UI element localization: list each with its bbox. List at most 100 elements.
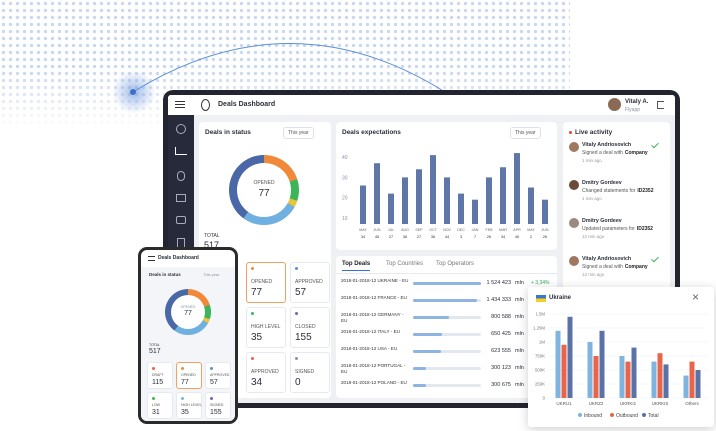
- bar: [360, 185, 366, 224]
- top-bar: Deals Dashboard Vitaly A. Flyapp: [168, 95, 675, 115]
- tile-value: 35: [181, 408, 189, 416]
- x-tick-label: UKRKI1: [620, 401, 637, 406]
- tile-label: DRAFT: [152, 373, 164, 378]
- close-button[interactable]: ×: [692, 290, 700, 304]
- deal-unit: mln: [515, 314, 524, 320]
- period-select[interactable]: This year: [510, 127, 541, 139]
- activity-time: 12 min ago: [582, 272, 605, 277]
- activity-name: Dmitry Gordeev: [582, 180, 622, 186]
- tile-value: 155: [295, 331, 312, 343]
- status-tile[interactable]: APPROVED 34: [246, 352, 286, 393]
- period-select[interactable]: This year: [203, 272, 220, 277]
- card-title: Deals in status: [149, 272, 181, 277]
- activity-action: Signed a deal with: [582, 150, 623, 156]
- bar: [430, 155, 436, 224]
- tab[interactable]: Top Countries: [386, 261, 424, 267]
- tile-dot: [152, 367, 155, 370]
- status-tile[interactable]: HIGH LEVEL 35: [176, 392, 202, 419]
- bar: [593, 356, 599, 398]
- tile-value: 155: [210, 408, 222, 416]
- deal-name: 2018-01-2018-12 POLAND - EU: [341, 380, 407, 385]
- deal-unit: mln: [515, 348, 524, 354]
- status-tile[interactable]: SIGNED 0: [290, 352, 330, 393]
- status-tile[interactable]: APPROVED 57: [205, 362, 231, 389]
- period-select[interactable]: This year: [283, 127, 314, 139]
- deal-amount: 300 123: [491, 365, 511, 371]
- progress-bar: [413, 367, 427, 370]
- bar: [458, 193, 464, 224]
- nav-icon-active[interactable]: [175, 147, 187, 155]
- menu-icon[interactable]: [175, 101, 185, 108]
- progress-track: [413, 350, 481, 353]
- x-sub-label: 34: [361, 235, 365, 239]
- activity-name: Vitaly Andriosovich: [582, 256, 632, 262]
- y-tick-label: 1.25M: [533, 326, 545, 331]
- bar: [374, 163, 380, 224]
- y-tick-label: 10: [342, 216, 348, 222]
- progress-bar: [413, 384, 427, 387]
- user-avatar[interactable]: [608, 98, 621, 111]
- avatar: [569, 256, 579, 266]
- nav-icon[interactable]: [177, 171, 185, 181]
- bar: [561, 344, 567, 398]
- nav-icon[interactable]: [176, 124, 186, 134]
- status-tile[interactable]: SIGNED 155: [205, 392, 231, 419]
- phone: Deals Dashboard Deals in status This yea…: [138, 247, 238, 424]
- status-tile[interactable]: OPENED 77: [176, 362, 202, 389]
- activity-text: Signed a deal with Company: [582, 264, 648, 270]
- bar: [500, 167, 506, 224]
- bar: [631, 347, 637, 398]
- x-tick-label: MAY: [527, 228, 535, 232]
- tab[interactable]: Top Operators: [436, 261, 475, 267]
- tile-label: APPROVED: [251, 368, 279, 375]
- x-sub-label: 2: [530, 235, 532, 239]
- tab[interactable]: Top Deals: [342, 261, 371, 271]
- y-tick-label: 500K: [535, 368, 545, 373]
- x-tick-label: DEC: [457, 228, 465, 232]
- bar: [528, 187, 534, 224]
- user-role: Flyapp: [625, 107, 641, 113]
- deal-name: 2018-01-2018-12 ITALY - EU: [341, 329, 400, 334]
- tile-dot: [210, 397, 213, 400]
- tile-dot: [295, 312, 298, 315]
- tile-value: 115: [152, 378, 164, 386]
- nav-icon[interactable]: [176, 216, 186, 224]
- x-tick-label: Others: [685, 401, 699, 406]
- deal-amount: 1 524 423: [486, 280, 511, 286]
- logout-icon[interactable]: [657, 101, 664, 109]
- x-tick-label: MAY: [359, 228, 367, 232]
- deal-name: 2018-01-2018-12 USA - EU: [341, 346, 398, 351]
- deal-unit: mln: [515, 297, 524, 303]
- x-tick-label: JUL: [388, 228, 394, 232]
- x-tick-label: NOV: [443, 228, 451, 232]
- nav-icon[interactable]: [176, 194, 186, 202]
- status-tile[interactable]: LOW 31: [147, 392, 173, 419]
- donut-label: OPENED: [253, 180, 275, 186]
- live-dot: [569, 131, 572, 134]
- deal-change: + 3,34%: [531, 280, 550, 286]
- tile-value: 57: [210, 378, 218, 386]
- bar: [599, 330, 605, 398]
- activity-target: ID2352: [637, 188, 654, 194]
- y-tick-label: 250K: [535, 382, 545, 387]
- popup-title: Ukraine: [549, 295, 572, 301]
- status-tile[interactable]: HIGH LEVEL 35: [246, 307, 286, 348]
- status-donut: OPENED 77: [229, 155, 299, 225]
- donut-value: 77: [258, 188, 270, 199]
- x-tick-label: JAN: [472, 228, 479, 232]
- status-tile[interactable]: DRAFT 115: [147, 362, 173, 389]
- menu-icon[interactable]: [148, 256, 155, 261]
- bar: [567, 316, 573, 398]
- y-tick-label: 0: [543, 396, 546, 401]
- legend-label: Outbound: [616, 413, 638, 419]
- tile-label: APPROVED: [295, 278, 323, 285]
- status-tile[interactable]: OPENED 77: [246, 262, 286, 303]
- x-sub-label: 27: [417, 235, 421, 239]
- status-tile[interactable]: APPROVED 57: [290, 262, 330, 303]
- bar: [619, 356, 625, 398]
- deal-name: 2018-01-2018-12 FRANCE - EU: [341, 295, 407, 300]
- y-tick-label: 40: [342, 155, 348, 161]
- tile-label: HIGH LEVEL: [181, 403, 202, 408]
- status-tile[interactable]: CLOSED 155: [290, 307, 330, 348]
